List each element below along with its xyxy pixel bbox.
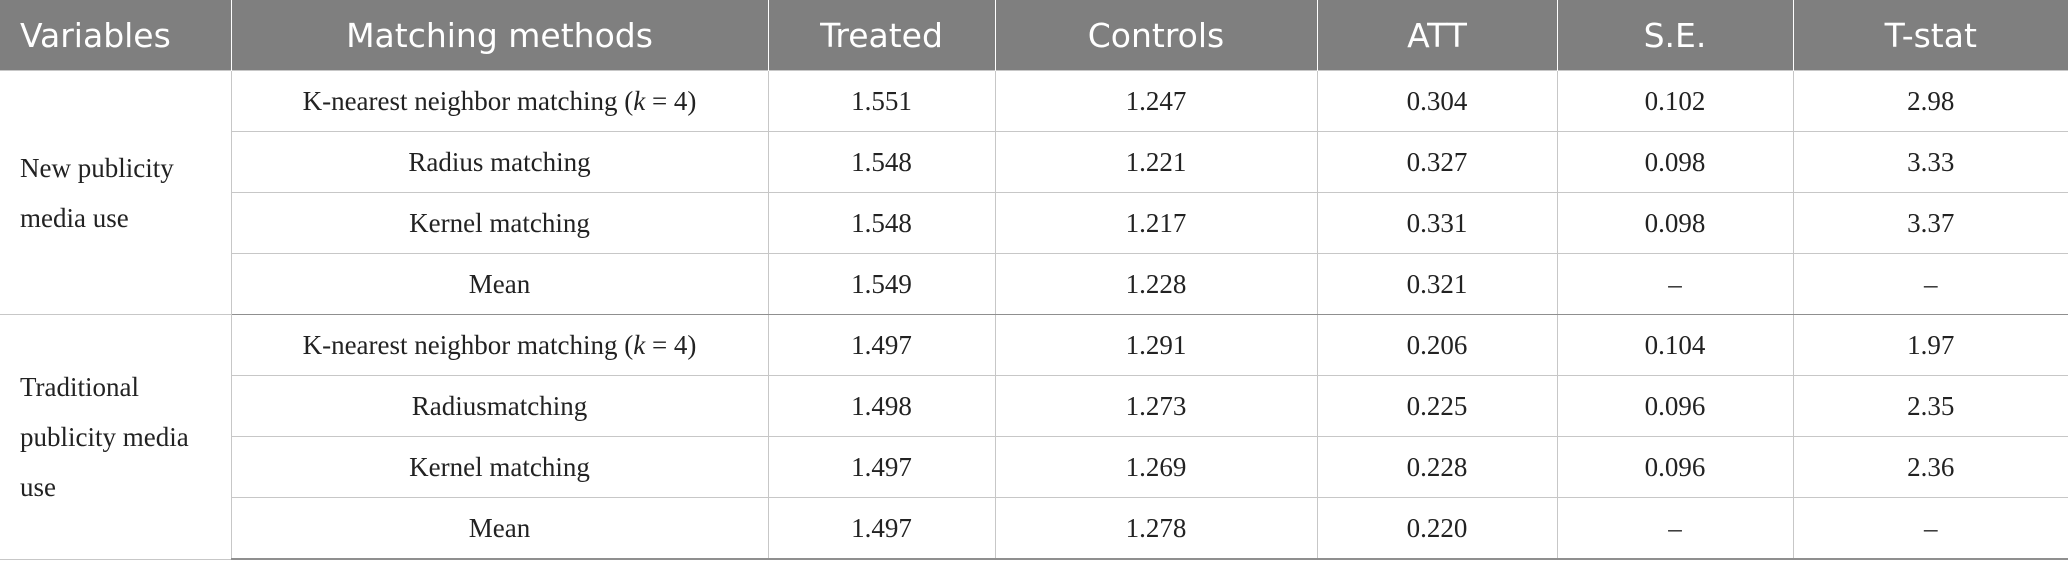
att-cell: 0.304 [1316, 70, 1558, 132]
controls-cell: 1.221 [994, 131, 1318, 193]
method-cell: K-nearest neighbor matching (k = 4) [230, 70, 769, 132]
controls-cell: 1.228 [994, 253, 1318, 315]
att-cell: 0.220 [1316, 497, 1558, 560]
method-cell: Mean [230, 253, 769, 315]
tstat-cell: – [1792, 253, 2068, 315]
treated-cell: 1.497 [767, 436, 996, 498]
se-cell: 0.102 [1556, 70, 1794, 132]
header-att: ATT [1316, 0, 1557, 71]
controls-cell: 1.291 [994, 314, 1318, 376]
method-cell: Radiusmatching [230, 375, 769, 437]
se-cell: 0.104 [1556, 314, 1794, 376]
method-cell: Mean [230, 497, 769, 560]
att-cell: 0.228 [1316, 436, 1558, 498]
table-row: Mean 1.497 1.278 0.220 – – [0, 497, 2068, 560]
att-cell: 0.225 [1316, 375, 1558, 437]
treated-cell: 1.551 [767, 70, 996, 132]
table-row: Mean 1.549 1.228 0.321 – – [0, 253, 2068, 315]
table-row: Kernel matching 1.548 1.217 0.331 0.098 … [0, 192, 2068, 254]
variable-label: Traditional publicity media use [20, 371, 189, 502]
psm-results-table: Variables Matching methods Treated Contr… [0, 0, 2068, 560]
table-row: Traditional publicity media use K-neares… [0, 314, 2068, 560]
header-row: Variables Matching methods Treated Contr… [0, 0, 2068, 71]
treated-cell: 1.548 [767, 192, 996, 254]
se-cell: 0.098 [1556, 192, 1794, 254]
table-row: New publicity media use K-nearest neighb… [0, 70, 2068, 315]
header-treated: Treated [767, 0, 995, 71]
se-cell: 0.096 [1556, 375, 1794, 437]
att-cell: 0.327 [1316, 131, 1558, 193]
tstat-cell: 2.36 [1792, 436, 2068, 498]
controls-cell: 1.247 [994, 70, 1318, 132]
treated-cell: 1.549 [767, 253, 996, 315]
se-cell: – [1556, 253, 1794, 315]
header-variables: Variables [0, 0, 231, 71]
header-controls: Controls [994, 0, 1317, 71]
controls-cell: 1.278 [994, 497, 1318, 560]
header-matching-methods: Matching methods [230, 0, 768, 71]
header-se: S.E. [1556, 0, 1793, 71]
variable-label: New publicity media use [20, 152, 174, 233]
controls-cell: 1.273 [994, 375, 1318, 437]
tstat-cell: 3.33 [1792, 131, 2068, 193]
se-cell: – [1556, 497, 1794, 560]
treated-cell: 1.497 [767, 314, 996, 376]
tstat-cell: 2.35 [1792, 375, 2068, 437]
controls-cell: 1.269 [994, 436, 1318, 498]
header-tstat: T-stat [1792, 0, 2068, 71]
table-row: Kernel matching 1.497 1.269 0.228 0.096 … [0, 436, 2068, 498]
att-cell: 0.331 [1316, 192, 1558, 254]
tstat-cell: – [1792, 497, 2068, 560]
method-cell: Radius matching [230, 131, 769, 193]
se-cell: 0.096 [1556, 436, 1794, 498]
att-cell: 0.321 [1316, 253, 1558, 315]
table-row: Radiusmatching 1.498 1.273 0.225 0.096 2… [0, 375, 2068, 437]
controls-cell: 1.217 [994, 192, 1318, 254]
variable-cell: Traditional publicity media use [0, 314, 232, 560]
table-row: Radius matching 1.548 1.221 0.327 0.098 … [0, 131, 2068, 193]
method-cell: Kernel matching [230, 192, 769, 254]
method-cell: Kernel matching [230, 436, 769, 498]
treated-cell: 1.548 [767, 131, 996, 193]
tstat-cell: 3.37 [1792, 192, 2068, 254]
se-cell: 0.098 [1556, 131, 1794, 193]
treated-cell: 1.497 [767, 497, 996, 560]
tstat-cell: 1.97 [1792, 314, 2068, 376]
variable-cell: New publicity media use [0, 70, 232, 315]
att-cell: 0.206 [1316, 314, 1558, 376]
tstat-cell: 2.98 [1792, 70, 2068, 132]
treated-cell: 1.498 [767, 375, 996, 437]
method-cell: K-nearest neighbor matching (k = 4) [230, 314, 769, 376]
